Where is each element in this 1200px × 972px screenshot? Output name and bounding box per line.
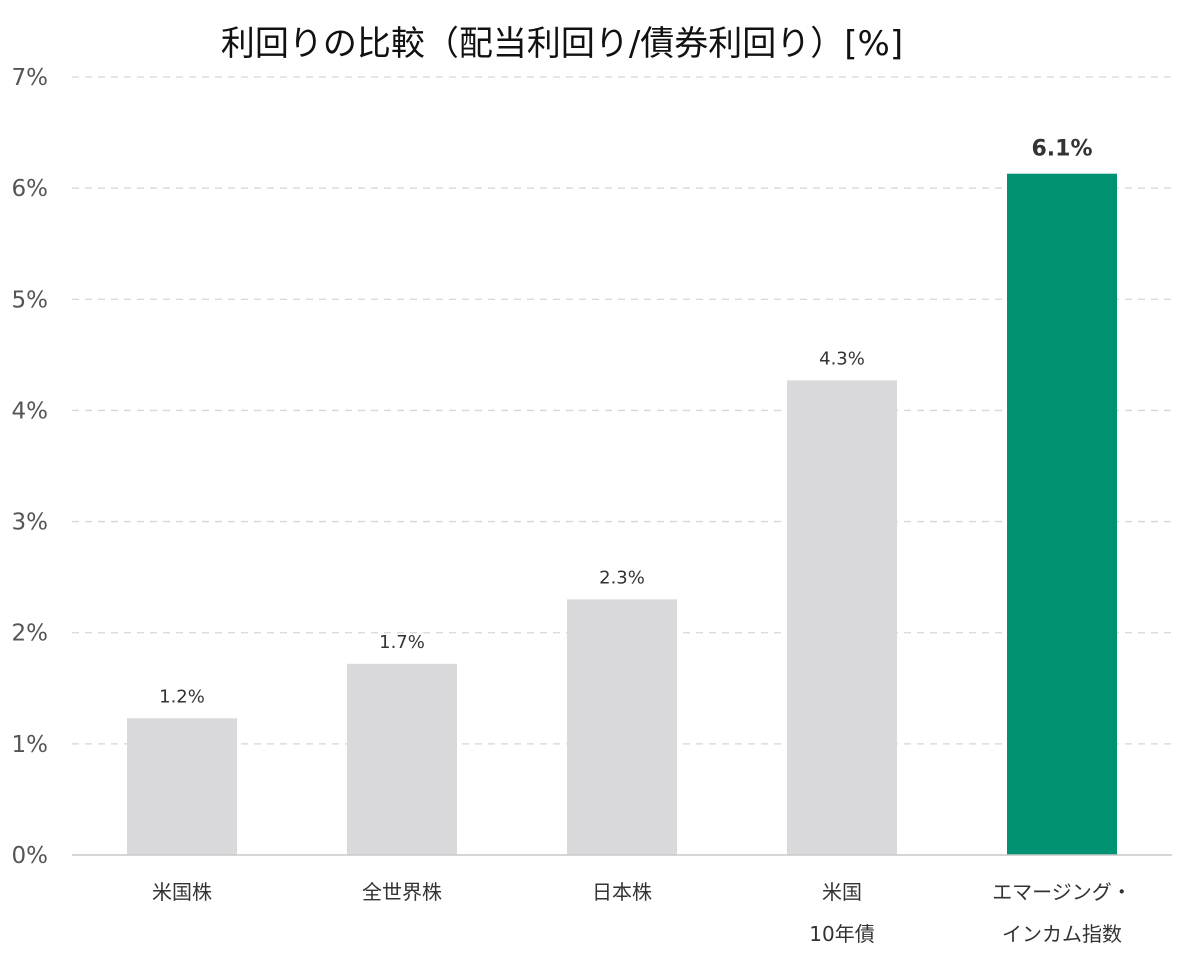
x-tick-label: 米国株	[152, 880, 212, 904]
data-label: 1.7%	[379, 632, 425, 653]
bars	[127, 173, 1117, 856]
data-label: 4.3%	[819, 348, 865, 369]
y-tick-label: 0%	[12, 843, 49, 869]
bar-3	[567, 599, 677, 855]
y-axis: 0% 1% 2% 3% 4% 5% 6% 7%	[12, 65, 49, 869]
y-tick-label: 5%	[12, 287, 49, 313]
x-tick-label: 全世界株	[362, 880, 442, 904]
data-labels: 1.2% 1.7% 2.3% 4.3% 6.1%	[159, 137, 1092, 708]
x-tick-label: 日本株	[592, 880, 652, 904]
y-tick-label: 3%	[12, 510, 49, 536]
x-tick-label: 10年債	[809, 922, 874, 946]
data-label: 1.2%	[159, 686, 205, 707]
y-tick-label: 1%	[12, 732, 49, 758]
gridlines	[72, 76, 1172, 745]
x-tick-label: インカム指数	[1002, 922, 1122, 946]
y-tick-label: 2%	[12, 621, 49, 647]
x-axis: 米国株 全世界株 日本株 米国 10年債 エマージング・インカム指数	[72, 854, 1172, 946]
bar-5	[1007, 173, 1117, 856]
data-label: 6.1%	[1031, 137, 1092, 162]
chart-title: 利回りの比較（配当利回り/債券利回り）[%]	[221, 24, 903, 64]
y-tick-label: 6%	[12, 176, 49, 202]
bar-1	[127, 718, 237, 855]
y-tick-label: 7%	[12, 65, 49, 91]
data-label: 2.3%	[599, 567, 645, 588]
bar-4	[787, 380, 897, 855]
x-tick-label: エマージング・	[992, 880, 1132, 904]
y-tick-label: 4%	[12, 398, 49, 424]
x-tick-label: 米国	[822, 880, 862, 904]
bar-2	[347, 663, 457, 855]
